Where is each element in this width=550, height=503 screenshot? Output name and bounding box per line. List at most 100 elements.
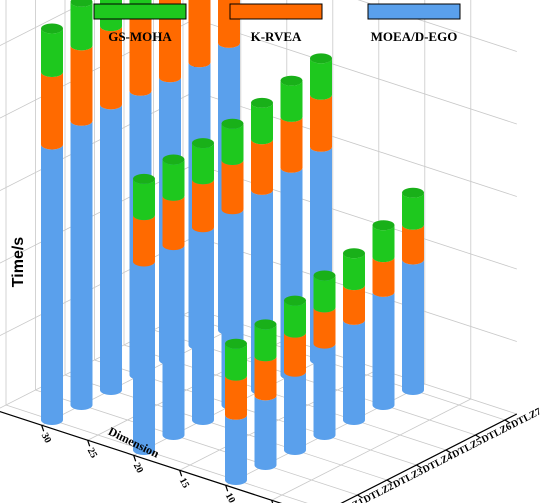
- z-tick-label: DTLZ6: [480, 421, 514, 445]
- cylinder-segment: [133, 261, 155, 455]
- cylinder-segment: [192, 227, 214, 425]
- cylinder-cap: [225, 338, 247, 349]
- cylinder-segment: [100, 26, 122, 110]
- cylinder-segment: [251, 102, 273, 145]
- cylinder-segment: [284, 300, 306, 338]
- cylinder-segment: [313, 307, 336, 349]
- x-tick: [271, 500, 274, 503]
- z-tick-label: DTLZ5: [450, 436, 484, 460]
- cylinder-segment: [162, 159, 185, 201]
- legend-swatch: [367, 3, 461, 20]
- legend-label: MOEA/D-EGO: [371, 29, 458, 44]
- cylinder-segment: [343, 319, 365, 425]
- cylinder-segment: [284, 371, 306, 455]
- dimension-axis-line: [0, 411, 283, 503]
- side-wall-grid-line: [357, 0, 517, 52]
- cylinder-cap: [41, 23, 63, 34]
- cylinder-segment: [343, 253, 365, 291]
- cylinder-cap: [343, 248, 365, 259]
- x-tick-label: 30: [39, 431, 53, 445]
- z-tick: [504, 419, 511, 424]
- cylinder-segment: [221, 123, 244, 165]
- cylinder-segment: [310, 94, 332, 152]
- cylinder-segment: [41, 28, 63, 77]
- back-wall-grid-line: [0, 0, 91, 46]
- z-tick: [475, 434, 481, 439]
- cylinder-cap: [254, 319, 277, 330]
- z-tick: [386, 479, 393, 484]
- side-wall-grid-line: [194, 163, 517, 270]
- z-tick: [357, 494, 363, 499]
- cylinder-segment: [343, 285, 365, 325]
- x-tick: [87, 440, 91, 447]
- x-tick-label: 25: [85, 446, 99, 460]
- cylinder-segment: [70, 1, 93, 51]
- cylinder-segment: [310, 58, 332, 100]
- cylinder-segment: [225, 343, 247, 381]
- cylinder-segment: [188, 0, 211, 68]
- cylinder-segment: [70, 120, 93, 411]
- side-wall-grid-line: [194, 91, 517, 197]
- cylinder-segment: [372, 257, 395, 297]
- cylinder-segment: [41, 72, 63, 150]
- cylinder-segment: [254, 324, 277, 362]
- cylinder-segment: [70, 45, 93, 126]
- cylinder-cap: [162, 154, 185, 165]
- cylinder-segment: [372, 225, 395, 263]
- cylinder-segment: [313, 275, 336, 313]
- cylinder-cap: [284, 295, 306, 306]
- cylinder-segment: [402, 192, 424, 230]
- cylinder-segment: [221, 160, 244, 215]
- x-tick: [41, 425, 45, 432]
- z-tick-label: DTLZ3: [391, 466, 425, 490]
- z-tick-label: DTLZ4: [421, 451, 455, 475]
- cylinder-segment: [251, 139, 273, 195]
- cylinder-cap: [133, 173, 155, 184]
- cylinder-cap: [221, 118, 244, 129]
- legend-label: GS-MOHA: [108, 29, 172, 44]
- cylinder-cap: [402, 187, 424, 198]
- side-wall-grid-line: [194, 18, 517, 125]
- x-tick: [179, 470, 183, 477]
- x-tick: [225, 485, 229, 492]
- cylinder-segment: [100, 104, 122, 396]
- cylinder-segment: [225, 414, 247, 485]
- cylinder-cap: [310, 53, 332, 64]
- cylinder-segment: [402, 224, 424, 265]
- cylinder-segment: [280, 116, 303, 173]
- cylinder-segment: [225, 375, 247, 420]
- cylinder-segment: [254, 395, 277, 470]
- cylinder-segment: [280, 80, 303, 122]
- chart-legend: GS-MOHA K-RVEA MOEA/D-EGO: [93, 3, 461, 44]
- cylinder-segment: [162, 245, 185, 440]
- cylinder-segment: [162, 195, 185, 251]
- legend-label: K-RVEA: [251, 29, 302, 44]
- z-tick-label: DTLZ7: [509, 406, 543, 430]
- y-axis-title: Time/s: [10, 237, 27, 288]
- cylinder-segment: [41, 144, 63, 425]
- cylinder-segment: [133, 178, 155, 221]
- x-tick-label: 10: [223, 491, 237, 503]
- z-tick: [445, 449, 452, 454]
- legend-swatch: [93, 3, 187, 20]
- cylinder-segment: [129, 8, 152, 96]
- cylinder-segment: [254, 356, 277, 401]
- cylinder-segment: [313, 343, 336, 440]
- cylinder-cap: [70, 0, 93, 7]
- x-tick: [133, 455, 137, 462]
- floor-grid-line: [271, 398, 471, 501]
- cylinder-segment: [159, 0, 181, 83]
- cylinder-segment: [133, 215, 155, 267]
- cylinder-segment: [192, 179, 214, 233]
- cylinder-segment: [284, 332, 306, 377]
- cylinder-segment: [372, 291, 395, 410]
- x-tick-label: 15: [177, 476, 191, 490]
- x-tick-label: 20: [131, 461, 145, 475]
- legend-swatch: [229, 3, 323, 20]
- cylinder-cap: [251, 97, 273, 108]
- cylinder-segment: [402, 259, 424, 395]
- cylinder-cap: [313, 270, 336, 281]
- cylinder-segment: [192, 143, 214, 185]
- z-tick: [416, 464, 422, 469]
